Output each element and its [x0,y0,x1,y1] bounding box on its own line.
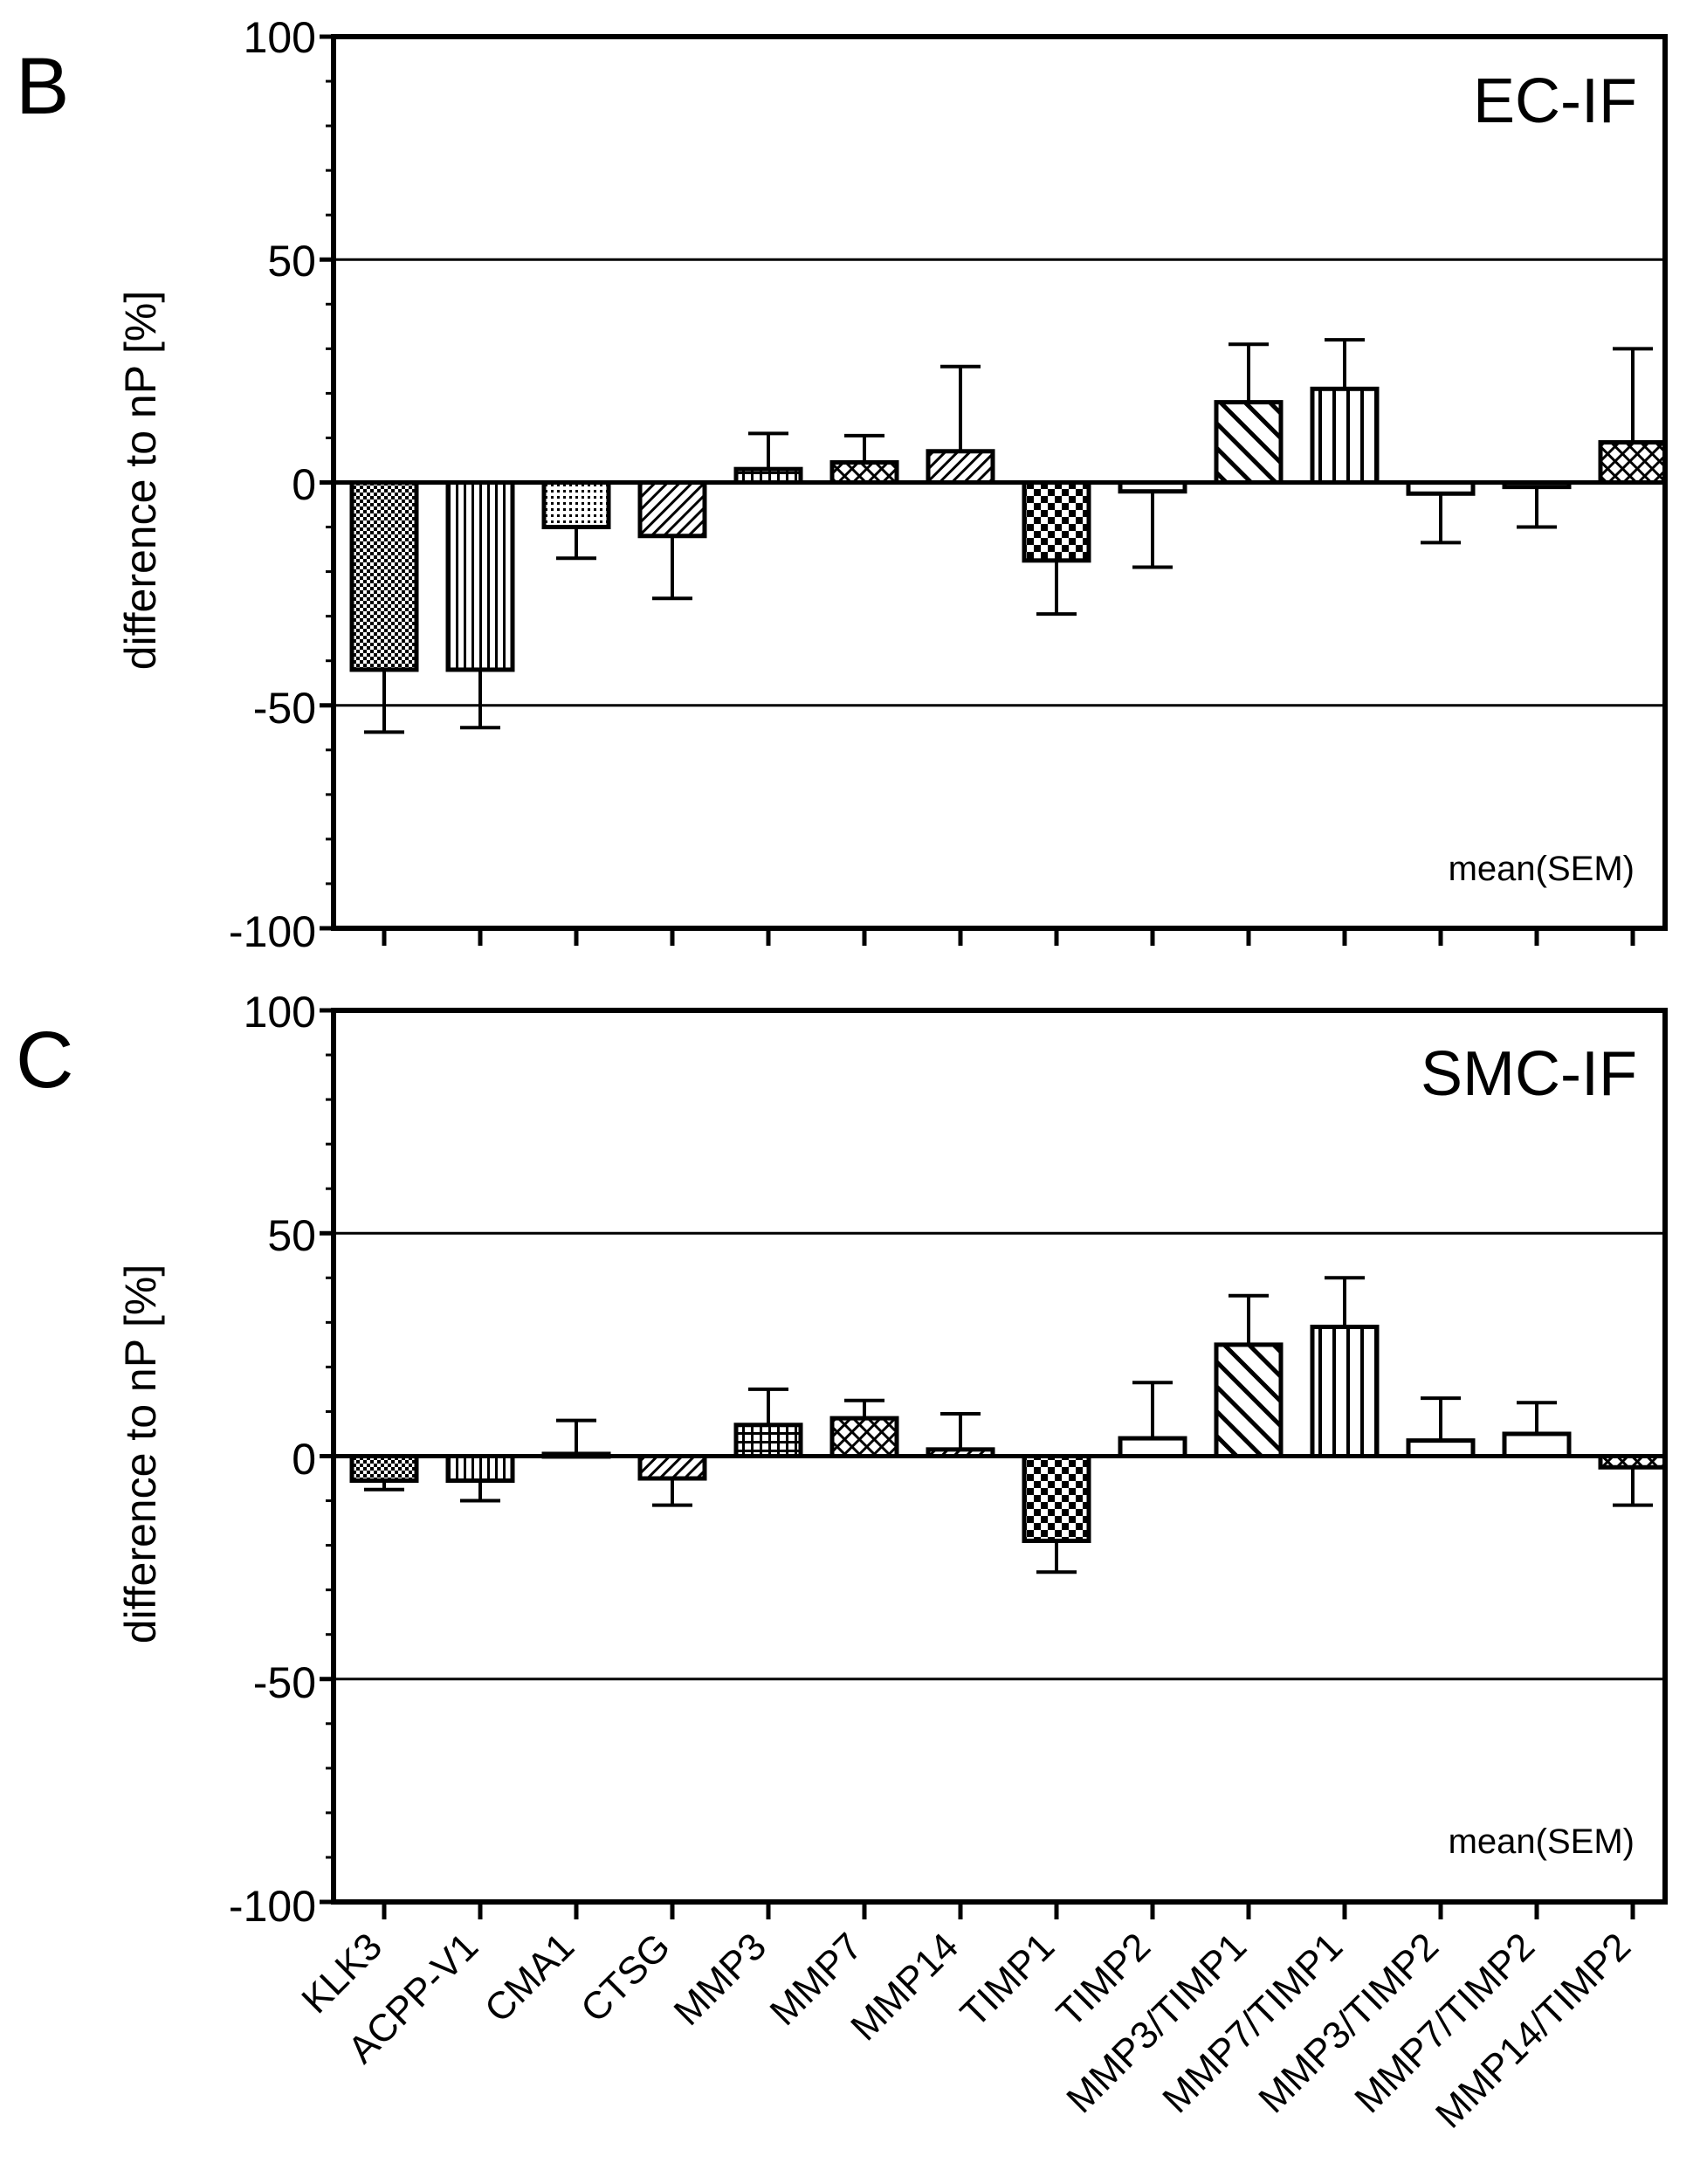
bar-acpp-v1 [445,1454,515,1484]
panel-letter-c: C [16,1016,73,1105]
bar-ctsg [637,1454,707,1481]
x-tick-label: CTSG [573,1925,678,2030]
y-tick-label: 0 [292,1435,316,1484]
plot-frame-b [331,34,1668,931]
bar-cma1 [541,480,611,530]
y-tick-label: 0 [292,460,316,509]
bar-mmp3-timp2 [1406,1438,1476,1458]
y-tick-label: -100 [229,1882,316,1931]
plot-frame-c [331,1008,1668,1905]
bar-mmp7-timp1 [1310,1324,1380,1458]
y-tick-label: -50 [253,684,316,733]
bar-mmp14-timp2 [1598,440,1668,485]
y-tick-label: -100 [229,907,316,956]
annotation-mean-sem-c: mean(SEM) [1449,1822,1635,1861]
x-tick-label: TIMP1 [953,1925,1063,2035]
y-ticks-b: 100 50 0 -50 -100 [229,13,316,956]
bars-panel-b [320,34,1668,946]
x-tick-label: MMP14 [843,1925,967,2049]
y-tick-label: 100 [244,988,316,1037]
panel-c: C SMC-IF difference to nP [%] mean(SEM) … [16,988,1668,1931]
panel-letter-b: B [16,42,69,131]
bar-timp2 [1118,1436,1187,1458]
x-tick-label: MMP3 [666,1925,775,2034]
y-tick-label: 50 [267,237,316,286]
bar-mmp7-timp2 [1502,1431,1572,1458]
bar-timp1 [1022,1454,1091,1543]
y-tick-label: 100 [244,13,316,62]
panel-title-smc-if: SMC-IF [1421,1039,1637,1109]
y-tick-label: 50 [267,1211,316,1260]
bar-timp1 [1022,480,1091,563]
bar-mmp7 [829,460,899,486]
x-axis-category-labels: KLK3 ACPP-V1 CMA1 CTSG MMP3 MMP7 MMP14 T… [293,1925,1639,2136]
bar-mmp7 [829,1416,899,1459]
bar-mmp3-timp1 [1214,1342,1284,1458]
bar-mmp7-timp1 [1310,386,1380,486]
annotation-mean-sem-b: mean(SEM) [1449,850,1635,888]
bar-ctsg [637,480,707,539]
bar-mmp3 [733,1423,803,1459]
y-axis-title-c: difference to nP [%] [116,1264,165,1644]
y-tick-label: -50 [253,1658,316,1707]
bar-mmp14 [926,449,995,486]
x-tick-label: CMA1 [477,1925,582,2030]
bar-acpp-v1 [445,480,515,672]
bar-klk3 [349,480,419,672]
bar-klk3 [349,1454,419,1484]
bars-panel-c [320,1008,1668,1919]
panel-title-ec-if: EC-IF [1473,66,1637,136]
bar-mmp3-timp1 [1214,400,1284,485]
y-axis-title-b: difference to nP [%] [116,291,165,671]
panel-b: B EC-IF difference to nP [%] mean(SEM) 1… [16,13,1668,956]
y-ticks-c: 100 50 0 -50 -100 [229,988,316,1931]
